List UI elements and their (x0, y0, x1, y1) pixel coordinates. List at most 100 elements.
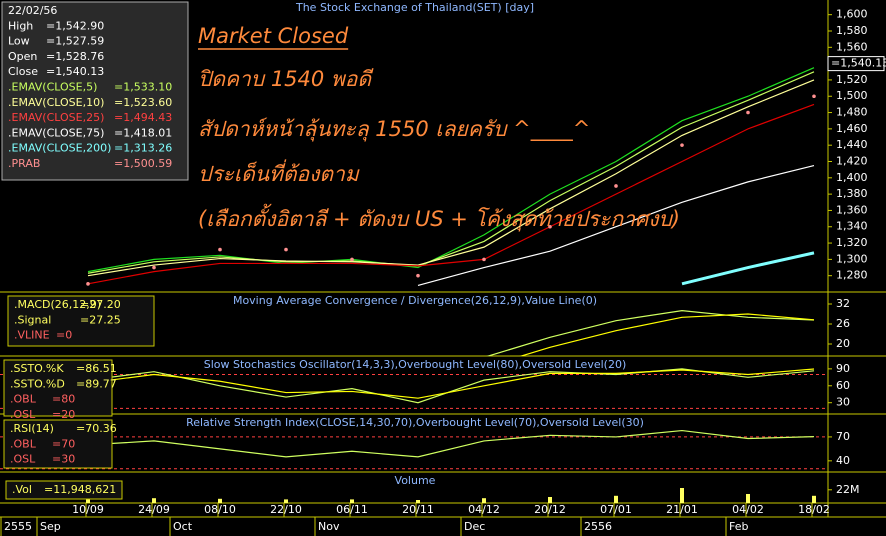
annotation: Market Closed (198, 24, 349, 48)
info-value: =0 (56, 329, 72, 342)
panel (0, 368, 828, 409)
y-tick-label: 22M (836, 483, 860, 496)
info-value: =1,528.76 (46, 50, 104, 63)
y-tick-label: 1,300 (836, 252, 868, 265)
info-value: =11,948,621 (44, 483, 116, 496)
y-tick-label: 1,360 (836, 203, 868, 216)
period-label: Nov (318, 520, 340, 533)
series-line (87, 429, 815, 458)
y-tick-label: 60 (836, 379, 850, 392)
volume-bar (812, 495, 816, 503)
info-value: =20 (52, 408, 75, 421)
info-name: .SSTO.%K (10, 362, 64, 375)
panel (0, 429, 828, 470)
info-box (3, 419, 113, 469)
x-tick-label: 18/02 (798, 503, 830, 516)
period-label: Sep (40, 520, 61, 533)
annotation: (เลือกตั้งอิตาลี + ตัดงบ US + โค้งสุดท้า… (198, 203, 680, 232)
series-line (87, 79, 815, 277)
info-name: High (8, 19, 33, 32)
period-label: Dec (464, 520, 485, 533)
info-name: .RSI(14) (10, 422, 54, 435)
info-value: =1,500.59 (114, 157, 172, 170)
series-line (417, 164, 815, 287)
period-label: 2555 (4, 520, 32, 533)
info-name: .VLINE (14, 329, 50, 342)
info-name: Low (8, 35, 30, 48)
info-value: =27.20 (80, 298, 121, 311)
panel (86, 488, 816, 503)
y-tick-label: 1,400 (836, 171, 868, 184)
sar-dot (350, 257, 354, 262)
sar-dot (482, 257, 486, 262)
info-name: Open (8, 50, 37, 63)
sar-dot (284, 247, 288, 252)
info-name: .OSL (10, 453, 36, 466)
series-line (87, 103, 815, 285)
sar-dot (416, 273, 420, 278)
volume-bar (152, 498, 156, 503)
y-tick-label: 1,560 (836, 40, 868, 53)
series-line (486, 310, 815, 356)
x-tick-label: 20/12 (534, 503, 566, 516)
sar-dot (86, 282, 90, 286)
x-tick-label: 22/10 (270, 503, 302, 516)
panel (486, 310, 815, 356)
info-name: .Vol (12, 483, 32, 496)
volume-bar (86, 499, 90, 503)
sar-dot (614, 184, 618, 188)
info-box (3, 359, 113, 417)
y-tick-label: 1,480 (836, 106, 868, 119)
y-tick-label: 1,380 (836, 187, 868, 200)
info-value: =1,527.59 (46, 35, 104, 48)
info-date: 22/02/56 (8, 4, 57, 17)
series-line (87, 67, 815, 273)
info-name: .Signal (14, 313, 51, 326)
info-name: .EMAV(CLOSE,10) (8, 96, 104, 109)
y-tick-label: 1,340 (836, 220, 868, 233)
sar-dot (548, 224, 552, 229)
y-tick-label: 26 (836, 317, 850, 330)
y-tick-label: 20 (836, 337, 850, 350)
info-value: =1,494.43 (114, 111, 172, 124)
chart-title: The Stock Exchange of Thailand(SET) [day… (295, 1, 534, 14)
y-tick-label: 1,520 (836, 73, 868, 86)
series-line (87, 368, 815, 399)
volume-bar (680, 488, 684, 503)
x-tick-label: 04/12 (468, 503, 500, 516)
info-box (5, 480, 123, 500)
y-tick-label: 1,440 (836, 138, 868, 151)
volume-bar (350, 499, 354, 503)
x-tick-label: 06/11 (336, 503, 368, 516)
info-name: .MACD(26,12,9) (14, 298, 101, 311)
y-tick-label: 1,500 (836, 89, 868, 102)
info-value: =1,523.60 (114, 96, 172, 109)
price-tag (827, 56, 885, 72)
info-name: Close (8, 65, 38, 78)
volume-bar (548, 497, 552, 503)
info-value: =1,313.26 (114, 142, 172, 155)
volume-bar (614, 495, 618, 503)
y-tick-label: 32 (836, 297, 850, 310)
panel-title: Moving Average Convergence / Divergence(… (233, 294, 597, 307)
y-tick-label: 1,420 (836, 154, 868, 167)
info-box (7, 295, 155, 347)
info-value: =80 (52, 393, 75, 406)
info-name: .SSTO.%D (10, 377, 65, 390)
sar-dot (680, 143, 684, 147)
y-tick-label: 90 (836, 362, 850, 375)
series-line (87, 368, 815, 404)
info-value: =1,533.10 (114, 81, 172, 94)
x-tick-label: 20/11 (402, 503, 434, 516)
x-tick-label: 21/01 (666, 503, 698, 516)
panel-title: Relative Strength Index(CLOSE,14,30,70),… (186, 416, 644, 429)
price-tag-label: =1,540.13 (831, 57, 886, 70)
info-name: .EMAV(CLOSE,25) (8, 111, 104, 124)
x-tick-label: 08/10 (204, 503, 236, 516)
sar-dot (746, 110, 750, 115)
y-tick-label: 40 (836, 454, 850, 467)
y-tick-label: 1,460 (836, 122, 868, 135)
info-value: =1,418.01 (114, 126, 172, 139)
panel-title: Slow Stochastics Oscillator(14,3,3),Over… (204, 358, 627, 371)
